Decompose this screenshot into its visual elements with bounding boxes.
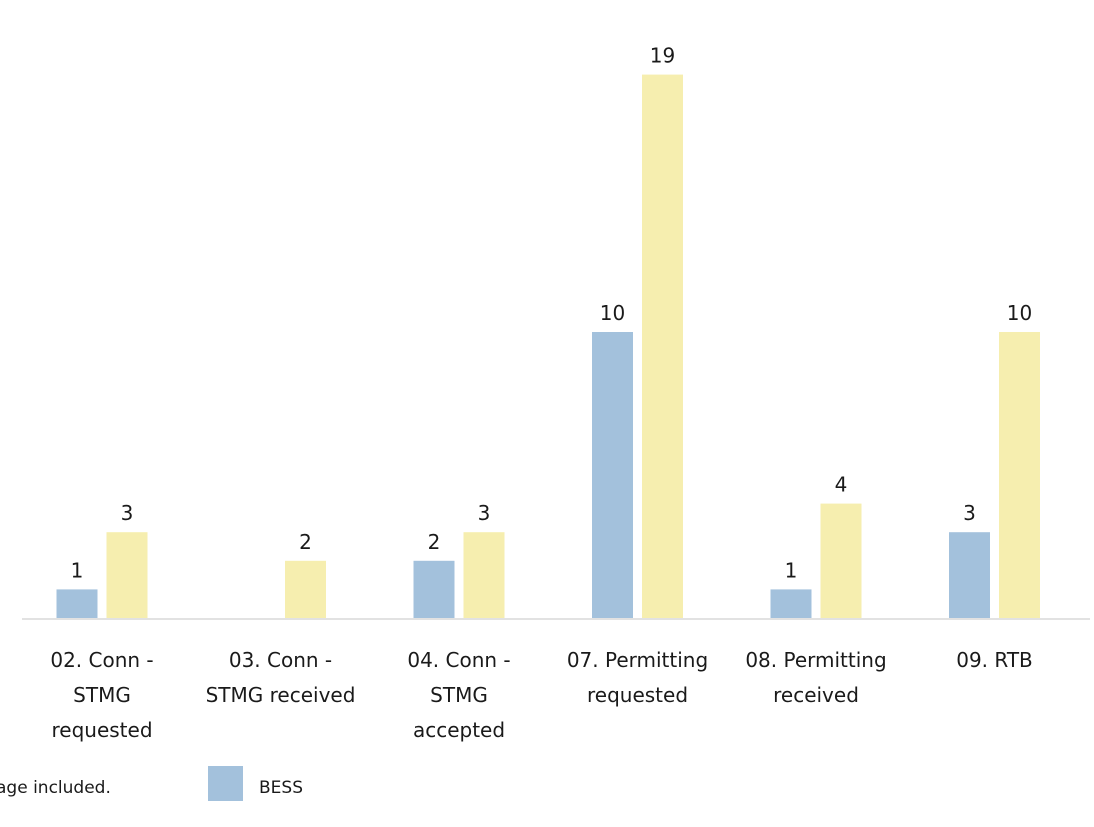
value-label-series-0-cat-4: 1 — [785, 558, 798, 582]
legend-swatch-bess — [208, 766, 243, 801]
bar-series-0-cat-0 — [56, 589, 98, 618]
bar-series-1-cat-4 — [820, 503, 862, 618]
footnote-text: age included. — [0, 778, 111, 798]
value-label-series-0-cat-0: 1 — [71, 558, 84, 582]
bar-series-0-cat-5 — [949, 532, 990, 618]
legend-label-bess: BESS — [259, 778, 303, 798]
value-label-series-1-cat-5: 10 — [1007, 301, 1032, 325]
bar-series-0-cat-3 — [592, 332, 633, 618]
value-label-series-1-cat-3: 19 — [650, 44, 675, 68]
category-label-5: 09. RTB — [956, 648, 1033, 672]
value-label-series-1-cat-1: 2 — [299, 530, 312, 554]
bars-group — [56, 74, 1040, 619]
category-labels-group: 02. Conn -STMG requested 03. Conn -STMG re… — [50, 648, 1032, 742]
bar-series-1-cat-3 — [642, 74, 683, 619]
category-label-4: 08. Permitting received — [745, 648, 886, 707]
value-label-series-0-cat-5: 3 — [963, 501, 976, 525]
bar-series-1-cat-0 — [106, 532, 148, 618]
value-label-series-1-cat-2: 3 — [478, 501, 491, 525]
category-label-1: 03. Conn -STMG received — [206, 648, 356, 707]
bar-series-0-cat-4 — [770, 589, 812, 618]
category-label-0: 02. Conn -STMG requested — [50, 648, 153, 742]
bar-series-1-cat-1 — [285, 560, 326, 618]
value-label-series-0-cat-2: 2 — [428, 530, 441, 554]
bar-series-1-cat-2 — [463, 532, 505, 618]
bar-series-1-cat-5 — [999, 332, 1040, 618]
category-label-3: 07. Permitting requested — [567, 648, 708, 707]
bar-series-0-cat-2 — [413, 560, 455, 618]
category-label-2: 04. Conn -STMG accepted — [407, 648, 510, 742]
value-label-series-1-cat-4: 4 — [835, 473, 848, 497]
legend: BESS — [208, 766, 303, 801]
value-label-series-1-cat-0: 3 — [121, 501, 134, 525]
value-label-series-0-cat-3: 10 — [600, 301, 625, 325]
value-labels-group: 1 3 2 2 3 10 19 1 4 3 10 — [71, 44, 1033, 583]
